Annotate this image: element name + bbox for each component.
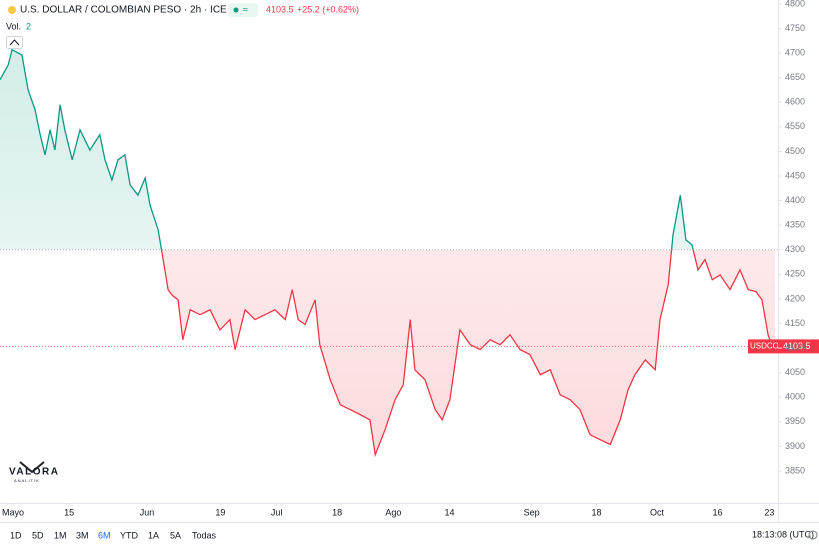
status-badge <box>228 3 258 17</box>
x-tick-label: Mayo <box>2 507 24 517</box>
y-tick-label: 4000 <box>785 392 805 402</box>
range-button[interactable]: 1A <box>148 530 159 540</box>
symbol-tag <box>748 339 778 354</box>
y-tick-label: 4250 <box>785 269 805 279</box>
x-tick-label: 15 <box>64 507 74 517</box>
area-down <box>161 249 775 455</box>
x-tick-label: 14 <box>445 507 455 517</box>
x-tick-label: 23 <box>764 507 774 517</box>
range-button[interactable]: Todas <box>192 530 217 540</box>
y-tick-label: 3900 <box>785 441 805 451</box>
flag-icon <box>8 6 16 14</box>
x-tick-label: 18 <box>591 507 601 517</box>
x-tick-label: Sep <box>524 507 540 517</box>
y-tick-label: 4500 <box>785 146 805 156</box>
y-tick-label: 4600 <box>785 97 805 107</box>
symbol-tag-label: USDCOP <box>750 342 784 351</box>
volume-label: Vol. <box>6 21 21 31</box>
range-button[interactable]: 1D <box>10 530 22 540</box>
range-button[interactable]: YTD <box>120 530 139 540</box>
x-tick-label: Jul <box>271 507 283 517</box>
range-button[interactable]: 1M <box>54 530 67 540</box>
range-button[interactable]: 3M <box>76 530 89 540</box>
y-tick-label: 4300 <box>785 244 805 254</box>
clock: 18:13:08 (UTC) <box>752 529 814 539</box>
x-tick-label: Oct <box>650 507 665 517</box>
collapse-button[interactable] <box>6 36 23 49</box>
y-tick-label: 4400 <box>785 195 805 205</box>
settings-icon[interactable] <box>808 530 818 540</box>
price-tag <box>778 339 819 354</box>
y-tick-label: 4050 <box>785 367 805 377</box>
area-up <box>0 49 775 250</box>
price-tag-label: 4103.5 <box>783 341 811 351</box>
logo-mark <box>19 461 45 474</box>
y-tick-label: 4200 <box>785 293 805 303</box>
y-tick-label: 4650 <box>785 72 805 82</box>
x-tick-label: Ago <box>385 507 401 517</box>
x-tick-label: Jun <box>140 507 155 517</box>
line-up <box>0 48 694 250</box>
y-tick-label: 4100 <box>785 342 805 352</box>
volume-value: 2 <box>26 21 31 31</box>
status-icon: ≈ <box>243 4 248 14</box>
y-tick-label: 4150 <box>785 318 805 328</box>
x-tick-label: 18 <box>332 507 342 517</box>
logo-name: VALORA <box>9 467 59 478</box>
range-button[interactable]: 5D <box>32 530 44 540</box>
header-price: 4103.5 <box>266 4 294 14</box>
logo-sub: ANALITIK <box>14 478 40 483</box>
x-tick-label: 19 <box>215 507 225 517</box>
y-tick-label: 4800 <box>785 0 805 8</box>
y-tick-label: 3850 <box>785 465 805 475</box>
range-button[interactable]: 5A <box>170 530 181 540</box>
y-tick-label: 4750 <box>785 23 805 33</box>
collapse-icon <box>9 39 20 46</box>
y-tick-label: 4350 <box>785 220 805 230</box>
x-tick-label: 16 <box>712 507 722 517</box>
y-tick-label: 3950 <box>785 416 805 426</box>
range-button[interactable]: 6M <box>98 530 111 540</box>
symbol-title: U.S. DOLLAR / COLOMBIAN PESO · 2h · ICE <box>20 5 227 16</box>
header-change: +25.2 (+0.62%) <box>297 4 359 14</box>
y-tick-label: 4550 <box>785 121 805 131</box>
y-tick-label: 4700 <box>785 47 805 57</box>
status-dot <box>233 7 239 13</box>
y-tick-label: 4450 <box>785 170 805 180</box>
line-down <box>160 249 776 458</box>
